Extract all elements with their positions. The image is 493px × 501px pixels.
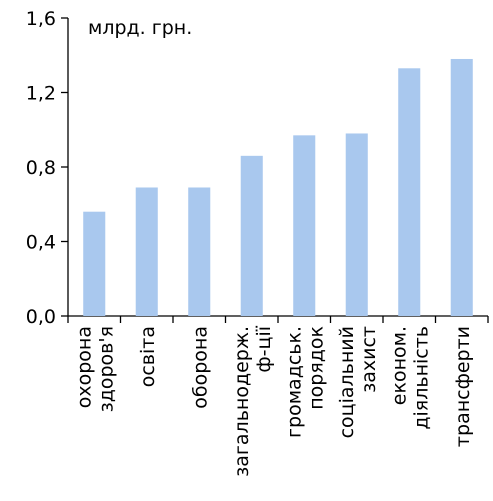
axes-layer <box>61 17 489 323</box>
category-label: охорона <box>73 326 95 408</box>
category-label: трансферти <box>452 326 474 447</box>
bar <box>345 133 368 316</box>
category-label: ф-ції <box>253 325 275 372</box>
unit-label: млрд. грн. <box>88 17 192 39</box>
bar <box>135 187 158 316</box>
bar <box>450 58 473 316</box>
category-label: загальнодерж. <box>231 326 253 477</box>
bar <box>240 155 263 316</box>
category-label: оборона <box>189 326 211 409</box>
y-tick-label: 1,6 <box>26 8 56 30</box>
y-tick-label: 0,4 <box>26 232 56 254</box>
category-label: захист <box>358 326 380 393</box>
y-tick-label: 0,0 <box>26 306 56 328</box>
category-label: порядок <box>305 326 327 410</box>
category-label: освіта <box>137 326 159 387</box>
bar <box>188 187 211 316</box>
category-label: соціальний <box>336 326 358 438</box>
category-label: громадськ. <box>283 326 305 438</box>
y-tick-labels: 0,0 0,4 0,8 1,2 1,6 <box>26 8 56 328</box>
y-tick-label: 0,8 <box>26 157 56 179</box>
x-category-labels: охорона здоров'я освіта оборона загальнодерж… <box>73 325 474 477</box>
category-label: економ. <box>388 326 410 405</box>
bars-layer <box>83 58 473 316</box>
bar <box>83 211 106 316</box>
category-label: діяльність <box>410 326 432 430</box>
bar <box>398 68 421 316</box>
category-label: здоров'я <box>95 326 117 412</box>
y-tick-label: 1,2 <box>26 83 56 105</box>
bar <box>293 135 316 316</box>
